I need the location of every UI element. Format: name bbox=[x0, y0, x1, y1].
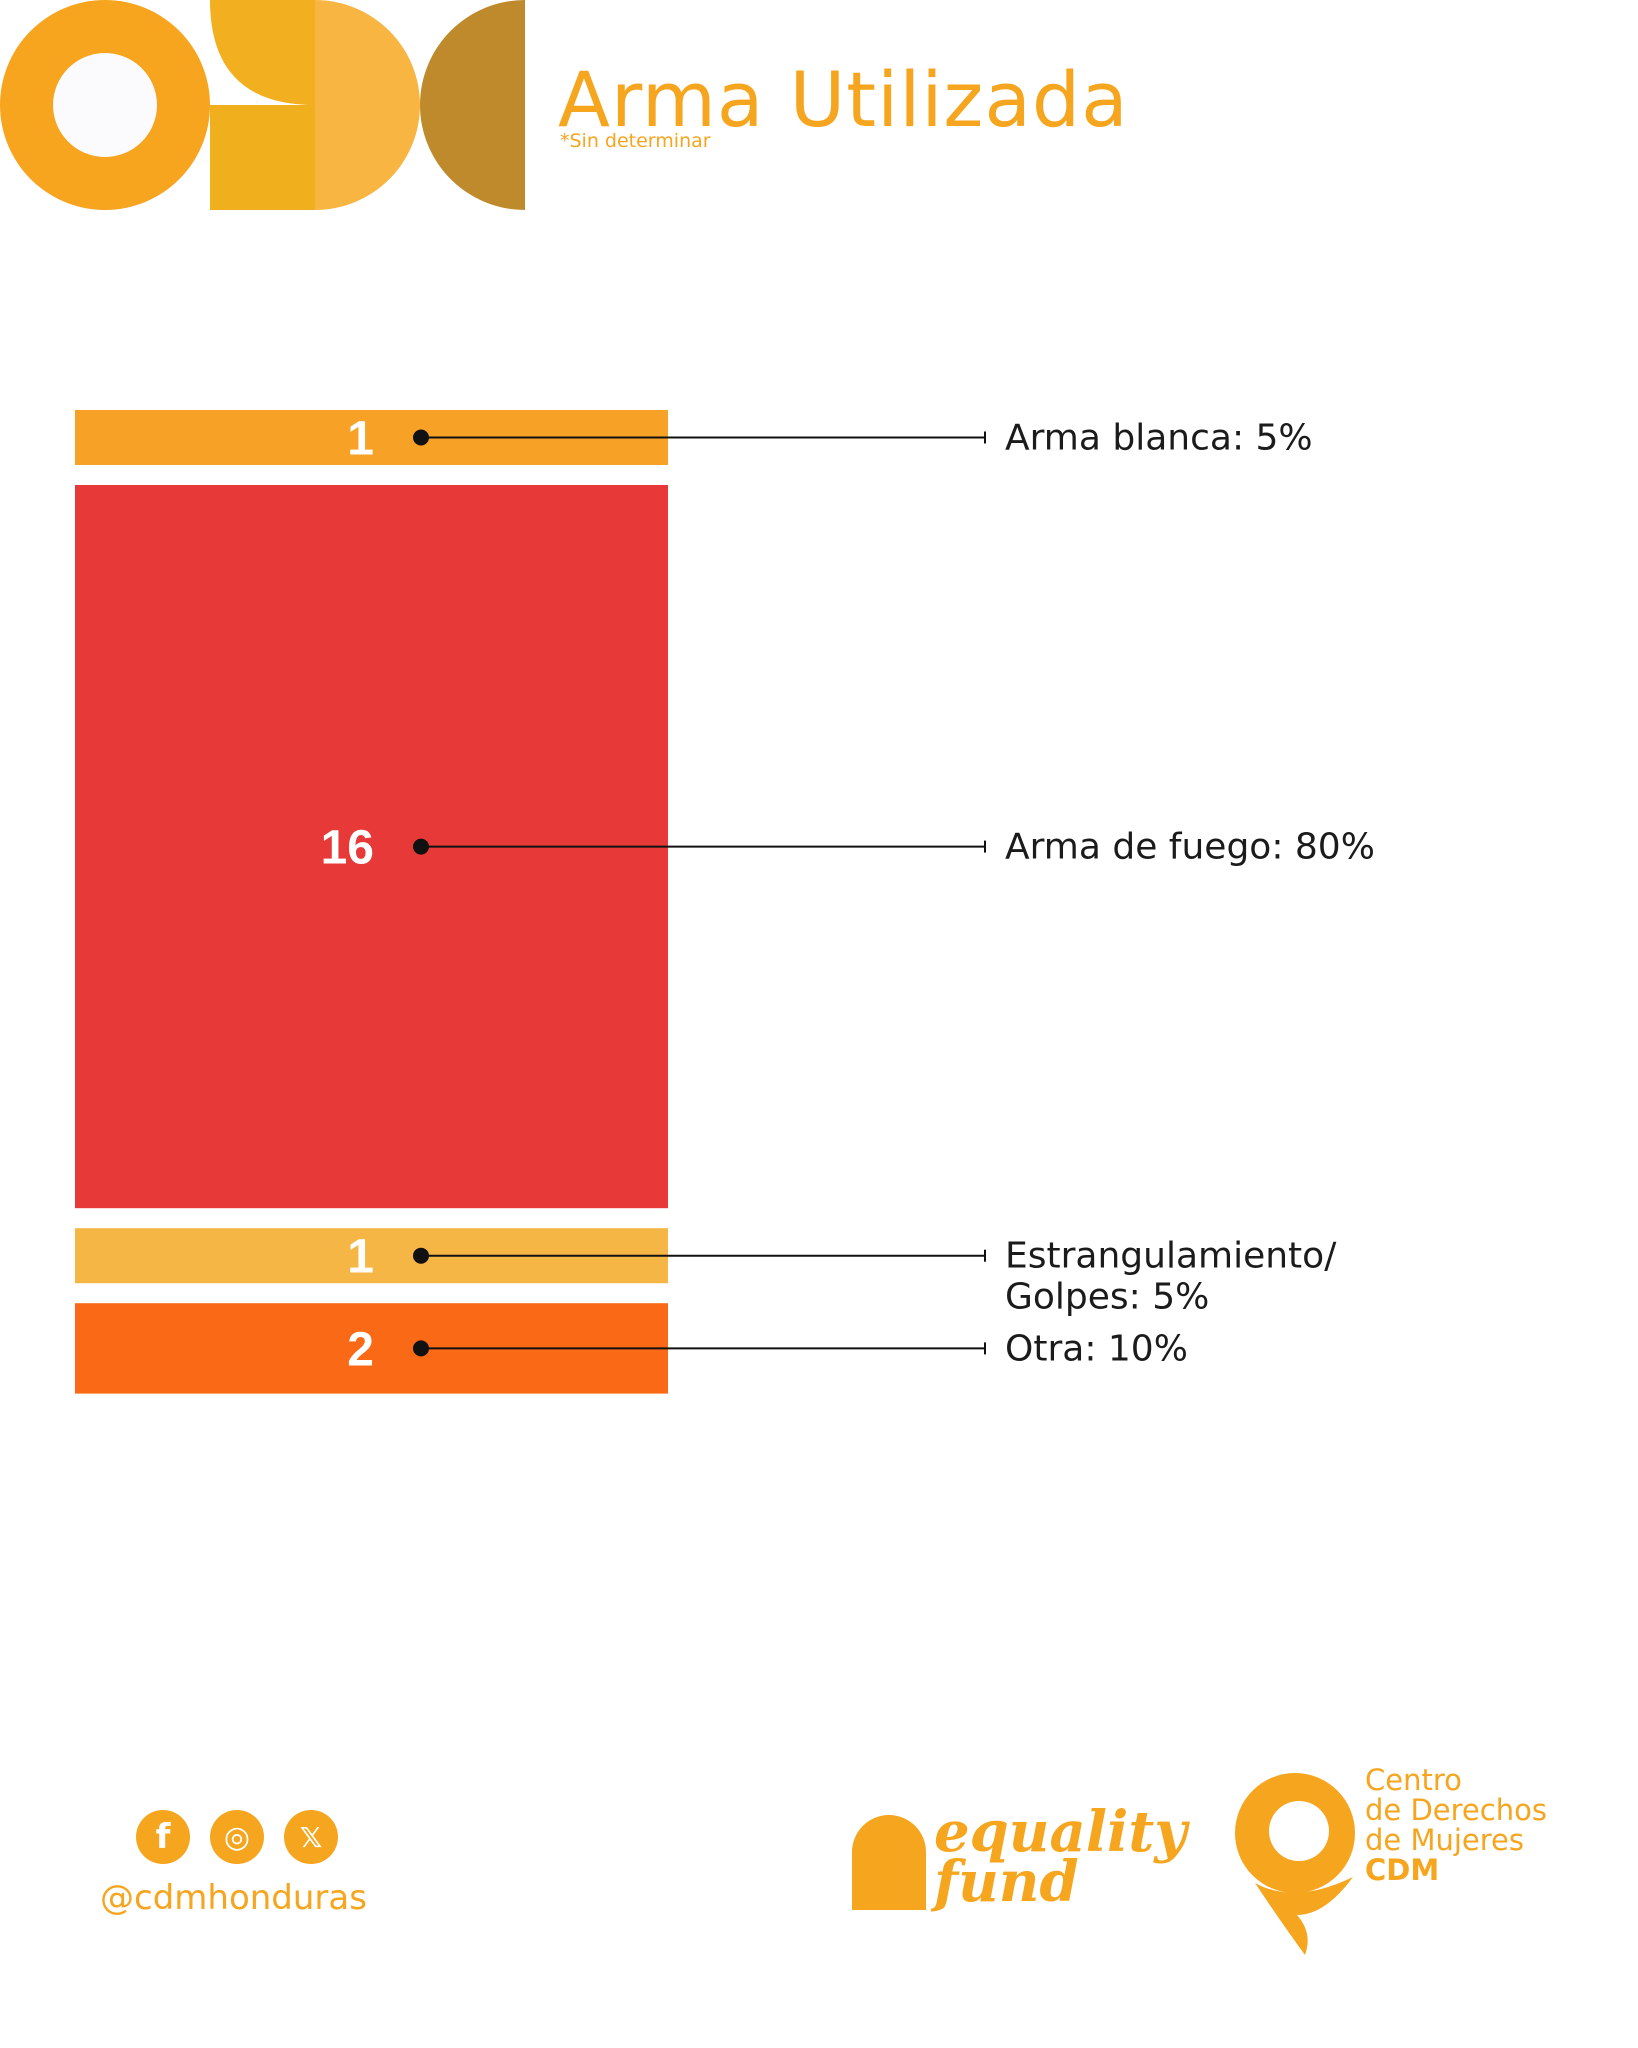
logo-c-shape bbox=[420, 0, 525, 210]
cdm-q-icon bbox=[1235, 1773, 1355, 1955]
leader-dot-3 bbox=[413, 1340, 429, 1357]
facebook-icon[interactable]: f bbox=[136, 1810, 190, 1864]
category-label-2-1: Golpes: 5% bbox=[1005, 1277, 1209, 1318]
logo-d-shape bbox=[315, 0, 420, 210]
cdm-line-4: CDM bbox=[1365, 1853, 1440, 1887]
cdm-line-3: de Mujeres bbox=[1365, 1823, 1525, 1857]
category-label-0-0: Arma blanca: 5% bbox=[1005, 418, 1313, 459]
weapon-chart: 1 Arma blanca: 5% 16 Arma de fuego: 80% 1 Est… bbox=[75, 410, 1375, 1394]
bar-value-label-0: 1 bbox=[347, 413, 374, 466]
bar-value-label-2: 1 bbox=[347, 1231, 374, 1284]
category-label-3-0: Otra: 10% bbox=[1005, 1328, 1188, 1369]
social-links: f ◎ 𝕏 @cdmhonduras bbox=[100, 1810, 390, 1920]
chart-title: Arma Utilizada bbox=[558, 55, 1129, 144]
odc-logo bbox=[0, 0, 525, 210]
leader-dot-2 bbox=[413, 1247, 429, 1264]
bar-value-label-3: 2 bbox=[347, 1323, 374, 1376]
equality-fund-arch-icon bbox=[852, 1815, 926, 1910]
equality-fund-word-1: equality bbox=[934, 1799, 1187, 1865]
chart-subtitle: *Sin determinar bbox=[560, 130, 711, 152]
category-label-1-0: Arma de fuego: 80% bbox=[1005, 827, 1375, 868]
logo-quarter-top bbox=[210, 0, 315, 105]
social-handle[interactable]: @cdmhonduras bbox=[100, 1878, 367, 1918]
leader-dot-1 bbox=[413, 838, 429, 855]
cdm-text-block: Centro de Derechos de Mujeres CDM bbox=[1365, 1765, 1547, 1885]
logo-half-circle-bottom bbox=[210, 105, 315, 210]
x-icon[interactable]: 𝕏 bbox=[284, 1810, 338, 1864]
category-label-2-0: Estrangulamiento/ bbox=[1005, 1236, 1337, 1277]
cdm-logo: Centro de Derechos de Mujeres CDM bbox=[1235, 1765, 1605, 1955]
logo-ring-hole bbox=[53, 53, 157, 157]
instagram-icon[interactable]: ◎ bbox=[210, 1810, 264, 1864]
leader-dot-0 bbox=[413, 429, 429, 446]
cdm-line-1: Centro bbox=[1365, 1763, 1462, 1797]
equality-fund-logo: equality fund bbox=[852, 1800, 1187, 1920]
equality-fund-word-2: fund bbox=[934, 1849, 1079, 1915]
bar-value-label-1: 16 bbox=[321, 822, 374, 875]
cdm-line-2: de Derechos bbox=[1365, 1793, 1547, 1827]
